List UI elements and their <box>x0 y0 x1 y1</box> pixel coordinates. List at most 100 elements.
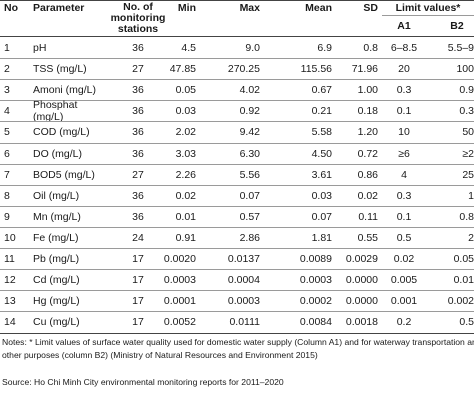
cell-a1: 0.001 <box>390 295 418 308</box>
cell-stations: 36 <box>132 126 144 139</box>
cell-min: 0.03 <box>175 105 196 118</box>
cell-a1: 6–8.5 <box>390 42 418 54</box>
cell-a1: 20 <box>398 63 410 76</box>
cell-sd: 0.8 <box>363 42 378 54</box>
header-sd: SD <box>363 2 378 14</box>
cell-a1: 0.3 <box>396 84 412 97</box>
cell-b2: 0.5 <box>459 316 474 329</box>
cell-max: 5.56 <box>239 168 260 181</box>
cell-a1: 0.1 <box>396 210 412 223</box>
cell-min: 0.0003 <box>163 274 196 287</box>
cell-a1: 0.005 <box>390 274 418 287</box>
header-stations: No. of monitoring stations <box>110 1 166 35</box>
cell-mean: 0.67 <box>311 84 332 97</box>
cell-a1: 10 <box>398 126 410 139</box>
cell-a1: 0.5 <box>396 231 412 244</box>
cell-sd: 1.20 <box>357 126 378 139</box>
cell-parameter: Mn (mg/L) <box>33 210 81 223</box>
cell-mean: 115.56 <box>300 63 332 76</box>
cell-min: 0.91 <box>175 231 196 244</box>
cell-min: 0.0052 <box>163 316 196 329</box>
cell-stations: 36 <box>132 189 144 202</box>
cell-max: 9.0 <box>245 42 260 54</box>
cell-a1: ≥6 <box>398 147 410 160</box>
cell-mean: 0.03 <box>311 189 332 202</box>
cell-sd: 0.55 <box>357 231 378 244</box>
cell-no: 8 <box>4 189 10 202</box>
cell-sd: 0.72 <box>357 147 378 160</box>
cell-parameter: Pb (mg/L) <box>33 253 80 265</box>
cell-sd: 1.00 <box>357 84 378 97</box>
cell-no: 13 <box>4 295 16 308</box>
cell-sd: 71.96 <box>351 63 378 76</box>
cell-max: 270.25 <box>227 63 260 76</box>
cell-sd: 0.02 <box>357 189 378 202</box>
cell-a1: 0.2 <box>396 316 412 329</box>
cell-no: 3 <box>4 84 10 97</box>
cell-a1: 0.3 <box>396 189 412 202</box>
header-mean: Mean <box>305 2 332 14</box>
row-divider <box>0 206 474 207</box>
cell-min: 0.01 <box>175 210 196 223</box>
cell-sd: 0.0029 <box>345 253 378 265</box>
cell-parameter: Fe (mg/L) <box>33 231 79 244</box>
cell-no: 6 <box>4 147 10 160</box>
source-note: Source: Ho Chi Minh City environmental m… <box>2 377 284 387</box>
cell-min: 0.05 <box>175 84 196 97</box>
row-divider <box>0 185 474 186</box>
cell-parameter: TSS (mg/L) <box>33 63 87 76</box>
row-divider <box>0 290 474 291</box>
cell-parameter: DO (mg/L) <box>33 147 83 160</box>
cell-mean: 0.0084 <box>299 316 332 329</box>
table-bottom-rule <box>0 333 474 334</box>
cell-b2: 50 <box>462 126 474 139</box>
cell-min: 4.5 <box>181 42 196 54</box>
cell-no: 1 <box>4 42 10 54</box>
cell-max: 0.0137 <box>227 253 260 265</box>
cell-parameter: Hg (mg/L) <box>33 295 80 308</box>
cell-max: 2.86 <box>239 231 260 244</box>
cell-mean: 0.21 <box>311 105 332 118</box>
cell-min: 0.0020 <box>163 253 196 265</box>
cell-b2: ≥2 <box>462 147 474 160</box>
cell-sd: 0.11 <box>358 210 378 223</box>
cell-b2: 100 <box>456 63 474 76</box>
cell-stations: 36 <box>132 84 144 97</box>
header-max: Max <box>239 2 260 14</box>
cell-stations: 17 <box>132 253 144 265</box>
header-limit-values: Limit values* <box>395 2 461 14</box>
header-min: Min <box>177 2 196 14</box>
cell-no: 2 <box>4 63 10 76</box>
cell-min: 47.85 <box>169 63 196 76</box>
cell-mean: 1.81 <box>311 231 332 244</box>
cell-max: 6.30 <box>239 147 260 160</box>
cell-parameter: Cu (mg/L) <box>33 316 80 329</box>
cell-max: 9.42 <box>239 126 260 139</box>
cell-b2: 0.05 <box>453 253 474 265</box>
cell-no: 14 <box>4 316 16 329</box>
cell-parameter: Phosphat (mg/L) <box>33 99 78 123</box>
cell-b2: 0.8 <box>459 210 474 223</box>
cell-mean: 0.07 <box>311 210 332 223</box>
row-divider <box>0 311 474 312</box>
row-divider <box>0 164 474 165</box>
cell-min: 0.02 <box>175 189 196 202</box>
cell-stations: 36 <box>132 147 144 160</box>
cell-stations: 17 <box>132 316 144 329</box>
cell-max: 4.02 <box>239 84 260 97</box>
cell-mean: 4.50 <box>311 147 332 160</box>
cell-max: 0.0111 <box>229 316 260 329</box>
cell-a1: 0.1 <box>396 105 412 118</box>
cell-stations: 24 <box>132 231 144 244</box>
cell-parameter: Cd (mg/L) <box>33 274 80 287</box>
cell-parameter: Oil (mg/L) <box>33 189 80 202</box>
cell-b2: 1 <box>468 189 474 202</box>
header-a1: A1 <box>397 20 411 32</box>
cell-mean: 5.58 <box>311 126 332 139</box>
cell-no: 10 <box>4 231 16 244</box>
row-divider <box>0 227 474 228</box>
header-b2: B2 <box>450 20 464 32</box>
cell-a1: 4 <box>401 168 407 181</box>
cell-no: 12 <box>4 274 16 287</box>
cell-b2: 0.01 <box>453 274 474 287</box>
